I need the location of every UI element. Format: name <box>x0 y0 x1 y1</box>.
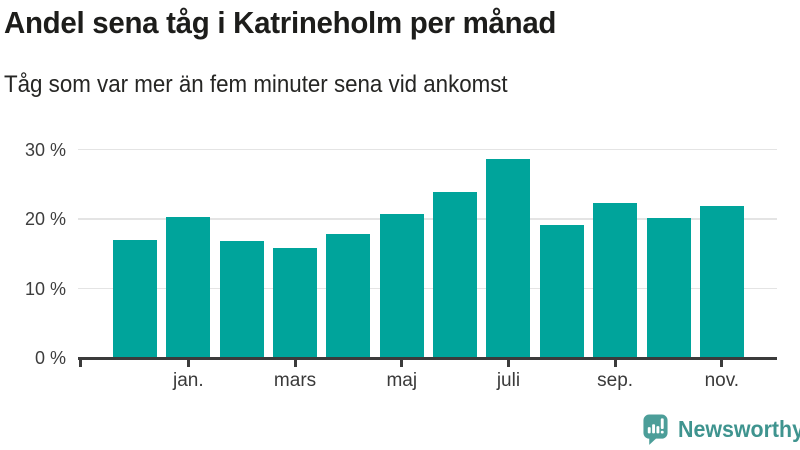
x-axis-tick <box>186 359 190 367</box>
y-axis-label: 10 % <box>24 278 66 299</box>
y-axis-label: 0 % <box>34 348 66 368</box>
bar-dec <box>113 239 157 358</box>
x-axis-tick <box>400 359 404 367</box>
bar-aug <box>539 225 584 358</box>
x-axis-tick <box>720 359 724 367</box>
x-axis-line <box>78 356 777 360</box>
bar-juni <box>433 191 478 358</box>
x-axis-label: jan. <box>173 370 204 391</box>
newsworthy-logo-text: Newsworthy <box>678 416 800 442</box>
x-axis-tick <box>613 359 617 367</box>
bar-juli <box>486 158 531 358</box>
gridline-20-pct <box>78 218 777 220</box>
x-axis-label: nov. <box>704 370 740 391</box>
bar-okt <box>646 218 691 358</box>
chart-title: Andel sena tåg i Katrineholm per månad <box>4 5 557 40</box>
bar-maj <box>379 214 424 358</box>
x-axis-label: sep. <box>597 370 634 391</box>
newsworthy-logo: Newsworthy <box>642 413 800 446</box>
newsworthy-speech-bubble-bar-chart-icon <box>643 414 668 445</box>
x-axis-start-tick <box>79 359 82 367</box>
y-axis-label: 30 % <box>24 139 66 160</box>
y-axis-label: 20 % <box>24 209 66 229</box>
bar-nov <box>699 206 744 358</box>
x-axis-label: maj <box>386 370 418 391</box>
x-axis-tick <box>506 359 510 367</box>
bar-feb <box>219 241 264 358</box>
bar-sep <box>593 203 638 358</box>
chart-subtitle: Tåg som var mer än fem minuter sena vid … <box>4 71 508 98</box>
gridline-30-pct <box>78 148 777 151</box>
bar-jan <box>166 216 211 358</box>
x-axis-tick <box>293 359 297 367</box>
gridline-10-pct <box>78 287 777 290</box>
x-axis-label: juli <box>496 370 521 391</box>
bar-mars <box>273 248 318 358</box>
bar-april <box>326 234 371 358</box>
x-axis-label: mars <box>273 370 317 391</box>
